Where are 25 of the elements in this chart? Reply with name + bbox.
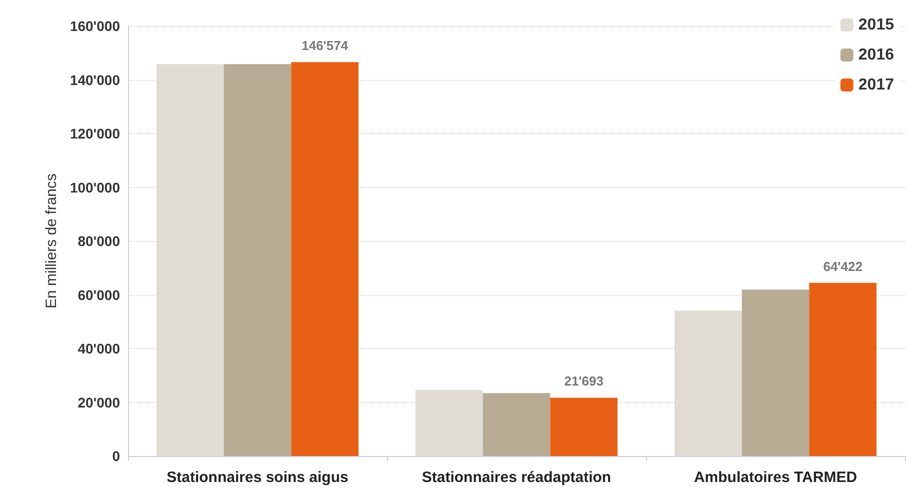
y-tick-label: 120'000 — [70, 126, 120, 142]
data-label: 146'574 — [302, 38, 349, 54]
y-tick-label: 60'000 — [78, 286, 120, 303]
bar — [482, 393, 550, 456]
legend-label: 2016 — [858, 46, 894, 64]
x-tick-label: Stationnaires réadaptation — [422, 469, 612, 486]
data-label: 64'422 — [823, 258, 862, 274]
y-tick-label: 160'000 — [70, 18, 120, 34]
y-tick-label: 20'000 — [78, 394, 120, 410]
x-tick-label: Stationnaires soins aigus — [166, 469, 348, 486]
data-label: 21'693 — [564, 374, 604, 389]
y-tick-label: 100'000 — [70, 179, 120, 196]
y-axis-title: En milliers de francs — [43, 173, 60, 309]
bar — [291, 62, 359, 456]
bar — [742, 290, 810, 456]
y-tick-label: 80'000 — [78, 233, 120, 249]
legend-label: 2015 — [858, 16, 894, 34]
y-tick-label: 140'000 — [70, 72, 120, 88]
x-tick-label: Ambulatoires TARMED — [694, 469, 858, 486]
y-tick-label: 40'000 — [78, 340, 120, 356]
bar — [550, 398, 618, 456]
bar — [224, 64, 292, 456]
bar — [809, 282, 877, 456]
legend-label: 2017 — [858, 76, 894, 94]
y-tick-label: 0 — [112, 448, 120, 464]
